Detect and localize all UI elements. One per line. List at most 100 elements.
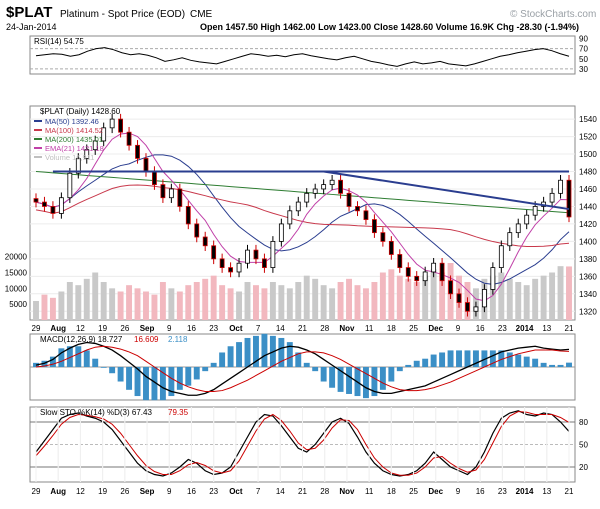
ma200-line [35,171,570,214]
x-tick-label: 21 [298,324,307,333]
x-tick-label: 29 [32,487,41,496]
volume-bar [261,288,268,320]
legend-entry: MA(50) 1392.46 [45,117,99,126]
price-candle [270,236,276,273]
x-tick-label: 21 [298,487,307,496]
price-candle [431,257,437,278]
macd-histogram-bar [447,350,454,367]
volume-bar [422,275,429,320]
price-candle [33,193,39,208]
volume-bar [49,297,56,320]
volume-bar [185,285,192,320]
x-axis: 29 Aug 12 19 26 Sep 9 16 23 Oct 7 14 21 28 Nov 11 18 25 De… [32,324,574,496]
macd-histogram-bar [506,352,513,367]
x-tick-label: Dec [428,324,443,333]
x-tick-label: 11 [365,487,374,496]
macd-histogram-bar [109,367,116,374]
rsi-tick-label: 50 [579,55,588,64]
price-candle [312,183,318,199]
volume-bar [549,272,556,320]
macd-histogram-bar [210,362,217,367]
macd-histogram-bar [126,367,133,390]
volume-bar [143,291,149,320]
price-candle [439,257,445,286]
volume-bar [566,266,572,320]
macd-histogram-bar [337,367,344,392]
volume-bar [532,278,539,320]
x-tick-label: Nov [339,324,355,333]
macd-histogram-bar [362,367,369,399]
x-tick-label: Sep [140,324,155,333]
volume-tick-label: 5000 [9,300,27,309]
volume-bar [371,282,378,320]
macd-histogram-bar [498,350,505,367]
volume-bar [312,278,319,320]
macd-histogram-bar [379,367,386,390]
price-candle [507,227,513,251]
macd-histogram-bar [320,367,327,382]
price-tick-label: 1540 [579,115,597,124]
sto-tick-label: 50 [579,441,588,450]
price-candle [515,218,521,238]
price-candle [135,140,140,164]
volume-bar [303,275,310,320]
macd-histogram-bar [58,348,65,367]
x-tick-label: 11 [365,324,374,333]
volume-bar [388,269,395,320]
volume-bar [489,275,496,320]
price-candle [549,188,555,208]
price-tick-label: 1340 [579,290,597,299]
macd-histogram-bar [134,367,141,397]
volume-bar [100,282,107,320]
trendline [323,170,570,211]
price-candle [118,113,124,138]
macd-histogram-bar [312,367,319,372]
volume-bar [337,282,344,320]
price-candle [465,297,470,317]
x-tick-label: 13 [542,487,551,496]
macd-histogram-bar [100,367,107,368]
volume-bar [58,291,65,320]
x-tick-label: 14 [276,324,285,333]
volume-bar [219,285,226,320]
price-candle [414,271,420,286]
x-tick-label: 9 [167,324,172,333]
volume-bar [202,278,209,320]
instrument-name: Platinum - Spot Price (EOD) [60,9,185,20]
x-tick-label: 25 [409,324,418,333]
rsi-legend: RSI(14) 54.75 [34,37,84,46]
price-candle [397,249,403,273]
x-tick-label: Aug [50,324,66,333]
macd-histogram-bar [176,367,183,390]
price-candle [92,135,98,155]
chart-date: 24-Jan-2014 [6,22,57,32]
volume-bar [33,301,39,320]
price-tick-label: 1460 [579,185,597,194]
price-candle [202,231,208,251]
price-candle [58,192,64,219]
macd-histogram-bar [532,358,539,367]
macd-signal-line [35,345,570,393]
macd-histogram-bar [540,362,547,367]
volume-tick-label: 10000 [5,284,28,293]
macd-histogram-bar [193,367,200,380]
price-candle [380,227,386,247]
macd-histogram-bar [405,364,412,367]
macd-histogram-bar [549,364,556,367]
price-candle [253,244,259,265]
price-candle [194,218,200,243]
x-tick-label: 2014 [516,487,534,496]
macd-histogram-bar [253,335,259,367]
macd-histogram-bar [92,358,99,367]
legend-entry: EMA(21) 1421.18 [45,144,104,153]
volume-bar [83,278,90,320]
price-tick-label: 1320 [579,307,597,316]
macd-panel [30,333,575,401]
macd-histogram-bar [396,367,403,372]
macd-histogram-bar [388,367,395,382]
exchange-label: CME [190,9,213,20]
macd-histogram-bar [202,367,209,372]
price-tick-label: 1360 [579,272,597,281]
x-tick-label: 16 [187,487,196,496]
